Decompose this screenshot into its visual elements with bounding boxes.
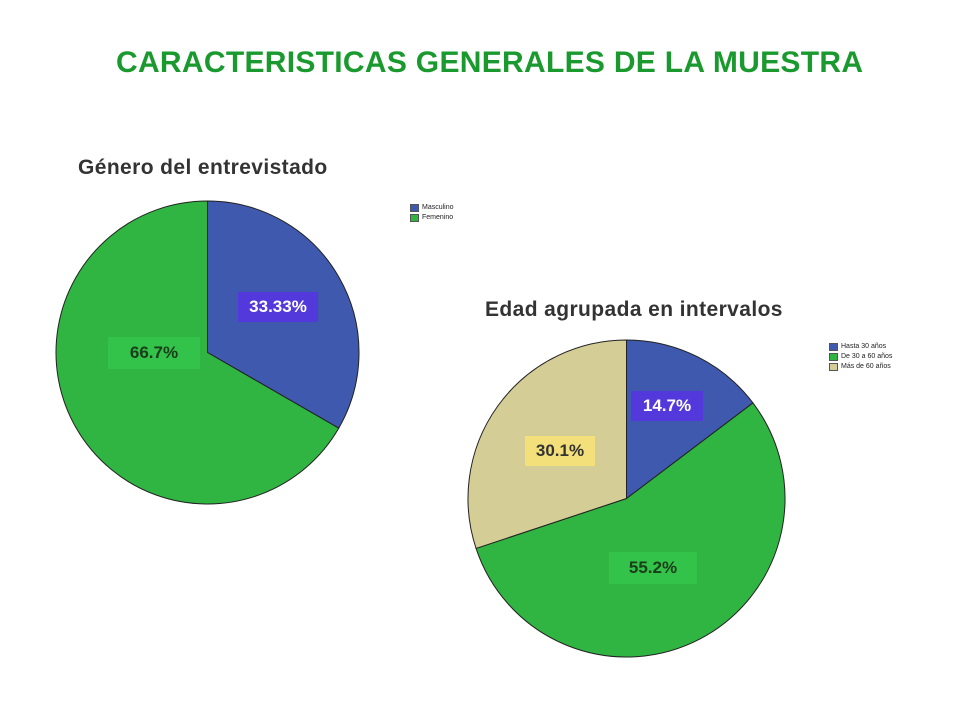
legend-label-masculino: Masculino <box>422 204 454 211</box>
label-30-a-60: 55.2% <box>609 552 697 584</box>
label-hasta-30: 14.7% <box>631 391 703 421</box>
age-chart-title: Edad agrupada en intervalos <box>485 298 783 321</box>
gender-legend: Masculino Femenino <box>410 203 454 223</box>
label-mas-60: 30.1% <box>525 436 595 466</box>
age-pie-chart <box>467 339 786 658</box>
gender-chart-title: Género del entrevistado <box>78 156 328 179</box>
age-legend: Hasta 30 años De 30 a 60 años Más de 60 … <box>829 342 892 372</box>
slice-30-a-60 <box>475 402 786 658</box>
legend-label-femenino: Femenino <box>422 214 454 221</box>
gender-pie-chart <box>55 200 360 505</box>
legend-label-hasta-30: Hasta 30 años <box>841 343 887 350</box>
legend-item-femenino: Femenino <box>410 213 454 223</box>
legend-item-masculino: Masculino <box>410 203 454 213</box>
label-femenino: 66.7% <box>108 337 200 369</box>
legend-swatch-masculino <box>410 204 419 212</box>
legend-swatch-femenino <box>410 214 419 222</box>
legend-swatch-hasta-30 <box>829 343 838 351</box>
legend-swatch-30-a-60 <box>829 353 838 361</box>
legend-item-mas-60: Más de 60 años <box>829 362 892 372</box>
label-masculino: 33.33% <box>238 292 318 322</box>
legend-label-mas-60: Más de 60 años <box>841 363 891 370</box>
page-title: CARACTERISTICAS GENERALES DE LA MUESTRA <box>116 46 864 79</box>
legend-item-30-a-60: De 30 a 60 años <box>829 352 892 362</box>
legend-swatch-mas-60 <box>829 363 838 371</box>
legend-label-30-a-60: De 30 a 60 años <box>841 353 893 360</box>
legend-item-hasta-30: Hasta 30 años <box>829 342 892 352</box>
